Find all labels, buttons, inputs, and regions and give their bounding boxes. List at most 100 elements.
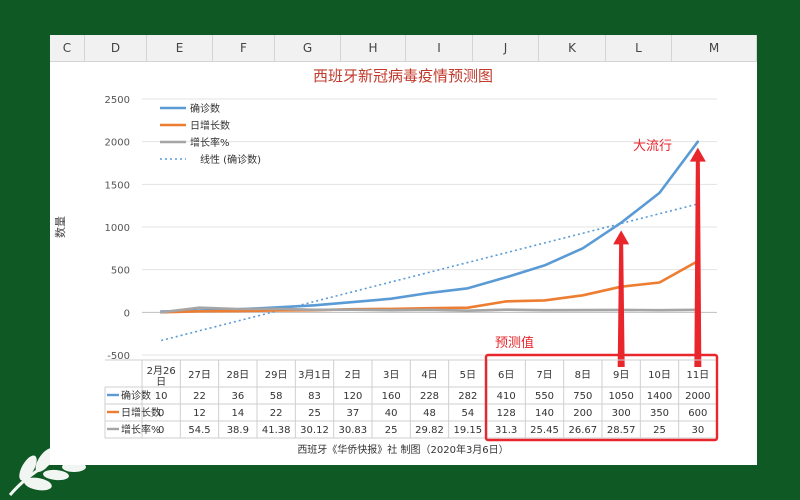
arrow-9-head — [613, 230, 630, 245]
table-cell: 600 — [688, 408, 707, 419]
column-header-j[interactable]: J — [473, 35, 539, 61]
legend-label: 确诊数 — [190, 102, 220, 115]
table-cell: 282 — [458, 391, 477, 402]
arrow-9-shaft — [617, 242, 625, 367]
table-cell: 48 — [423, 408, 436, 419]
table-cell: 30 — [691, 425, 704, 436]
table-cell: 41.38 — [262, 425, 291, 436]
category-label: 7日 — [536, 370, 552, 381]
table-cell: 54 — [461, 408, 474, 419]
table-cell: 19.15 — [454, 425, 483, 436]
table-cell: 300 — [612, 408, 631, 419]
table-cell: 25.45 — [530, 425, 559, 436]
category-label: 10日 — [648, 370, 671, 381]
table-cell: 37 — [346, 408, 359, 419]
table-cell: 28.57 — [607, 425, 636, 436]
y-axis-label: 数量 — [54, 216, 67, 238]
y-tick-label: 0 — [124, 308, 130, 319]
column-header-k[interactable]: K — [539, 35, 606, 61]
table-cell: 128 — [497, 408, 516, 419]
y-tick-label: 1500 — [105, 180, 130, 191]
table-cell: 1050 — [608, 391, 633, 402]
arrow-11-shaft — [694, 159, 702, 367]
category-label: 3日 — [383, 370, 399, 381]
table-cell: 22 — [270, 408, 283, 419]
column-header-g[interactable]: G — [275, 35, 341, 61]
legend-label: 增长率% — [190, 136, 230, 149]
category-label: 6日 — [498, 370, 514, 381]
table-cell: 38.9 — [227, 425, 249, 436]
table-cell: 550 — [535, 391, 554, 402]
table-cell: 10 — [155, 391, 168, 402]
table-cell: 25 — [308, 408, 321, 419]
column-header-e[interactable]: E — [147, 35, 213, 61]
series-line-2 — [159, 259, 700, 314]
table-cell: 0 — [158, 408, 164, 419]
table-cell: 25 — [653, 425, 666, 436]
table-cell: 25 — [385, 425, 398, 436]
table-cell: 29.82 — [415, 425, 444, 436]
legend-label: 日增长数 — [190, 119, 230, 132]
source-caption: 西班牙《华侨快报》社 制图（2020年3月6日） — [297, 443, 508, 456]
column-header-h[interactable]: H — [341, 35, 406, 61]
category-label: 9日 — [613, 370, 629, 381]
category-label: 27日 — [188, 370, 211, 381]
arrow-11-head — [689, 147, 706, 162]
column-header-c[interactable]: C — [50, 35, 85, 61]
table-cell: 228 — [420, 391, 439, 402]
category-label: 2日 — [345, 370, 361, 381]
series-line-3 — [159, 306, 700, 314]
table-cell: 14 — [231, 408, 244, 419]
chart-title: 西班牙新冠病毒疫情预测图 — [313, 67, 493, 85]
column-header-f[interactable]: F — [213, 35, 275, 61]
y-tick-label: -500 — [107, 351, 130, 362]
table-row-label: 日增长数 — [121, 406, 161, 419]
annotation-forecast: 预测值 — [495, 335, 534, 351]
category-label: 11日 — [686, 370, 709, 381]
category-label: 4日 — [421, 370, 437, 381]
category-label-suffix: 日 — [156, 377, 166, 388]
table-cell: 36 — [231, 391, 244, 402]
table-cell: 350 — [650, 408, 669, 419]
column-header-m[interactable]: M — [672, 35, 757, 61]
table-cell: 1400 — [647, 391, 672, 402]
table-cell: 200 — [573, 408, 592, 419]
table-cell: 30.83 — [339, 425, 368, 436]
category-label: 5日 — [460, 370, 476, 381]
table-row-label: 增长率% — [121, 423, 161, 436]
category-label: 2月26 — [147, 365, 176, 377]
table-cell: 120 — [343, 391, 362, 402]
table-cell: 26.67 — [569, 425, 598, 436]
leaf-decoration — [8, 443, 96, 496]
y-tick-label: 2500 — [105, 95, 130, 106]
y-tick-label: 2000 — [105, 138, 130, 149]
chart: 西班牙新冠病毒疫情预测图-50005001000150020002500数量确诊… — [54, 67, 719, 456]
category-label: 3月1日 — [298, 369, 331, 381]
table-cell: 83 — [308, 391, 321, 402]
category-label: 28日 — [226, 370, 249, 381]
table-cell: 40 — [385, 408, 398, 419]
table-row-label: 确诊数 — [121, 389, 151, 402]
table-cell: 30.12 — [300, 425, 329, 436]
column-header-i[interactable]: I — [406, 35, 473, 61]
trendline — [160, 203, 699, 342]
table-cell: 140 — [535, 408, 554, 419]
table-cell: 31.3 — [495, 425, 517, 436]
category-label: 29日 — [265, 370, 288, 381]
annotation-peak: 大流行 — [633, 139, 672, 154]
column-header-l[interactable]: L — [606, 35, 672, 61]
category-label: 8日 — [575, 370, 591, 381]
table-cell: 0 — [158, 425, 164, 436]
column-header-d[interactable]: D — [85, 35, 147, 61]
y-tick-label: 500 — [111, 266, 130, 277]
y-tick-label: 1000 — [105, 223, 130, 234]
table-cell: 750 — [573, 391, 592, 402]
table-cell: 54.5 — [188, 425, 210, 436]
table-cell: 2000 — [685, 391, 710, 402]
table-cell: 160 — [382, 391, 401, 402]
legend-label: 线性 (确诊数) — [200, 153, 261, 166]
table-cell: 410 — [497, 391, 516, 402]
forecast-box — [484, 353, 719, 442]
